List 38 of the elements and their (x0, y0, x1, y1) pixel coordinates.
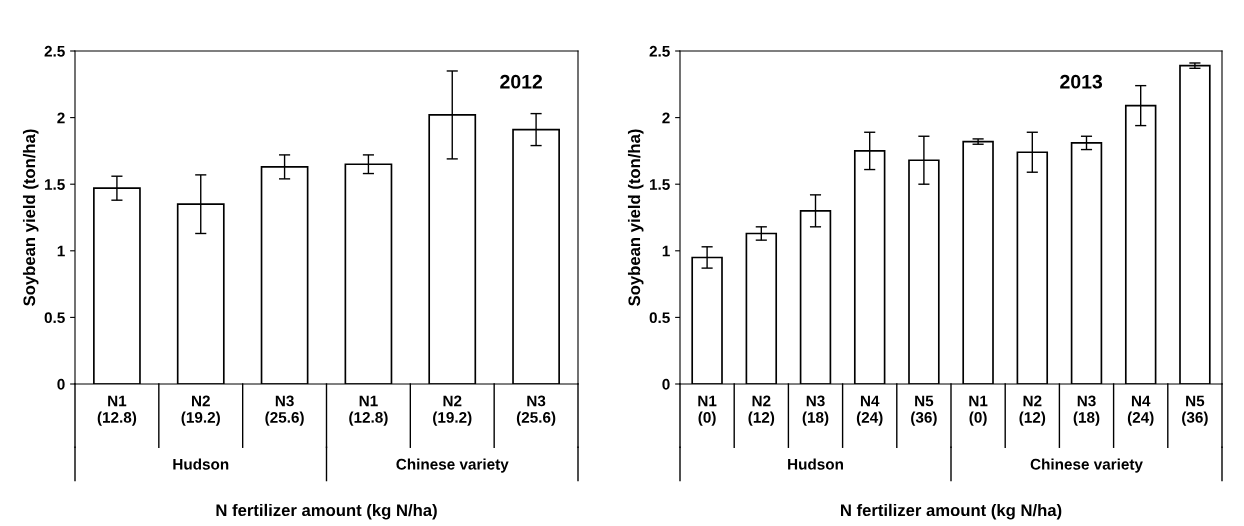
y-tick-label: 2.5 (44, 45, 65, 57)
y-tick-label: 1.5 (650, 179, 670, 190)
y-tick-label: 0 (57, 378, 65, 390)
y-tick-label: 2.5 (649, 45, 670, 57)
x-tick-label: N2 (19.2) (181, 395, 220, 426)
y-tick-label: 0.5 (44, 312, 65, 324)
y-tick-label: 2 (57, 112, 65, 124)
y-tick-label: 1 (57, 245, 65, 257)
y-tick-label: 1.5 (45, 179, 65, 190)
text: Chinese variety (1030, 458, 1143, 473)
x-tick-label: N2 (12) (1019, 395, 1046, 426)
text: Hudson (788, 458, 843, 470)
y-tick-label: 0 (662, 378, 670, 390)
y-tick-label: 2 (662, 112, 670, 124)
y-axis-title: Soybean yield (ton/ha) (627, 129, 644, 306)
x-tick-label: N1 (0) (969, 395, 988, 426)
y-tick-label: 0.5 (649, 312, 670, 324)
x-axis-title: N fertilizer amount (kg N/ha) (841, 503, 1062, 520)
x-tick-label: N3 (25.6) (516, 395, 556, 426)
y-axis-title: Soybean yield (ton/ha) (22, 129, 39, 306)
x-tick-label: N3 (25.6) (265, 395, 304, 426)
x-tick-label: N5 (36) (911, 395, 937, 426)
x-tick-label: N1 (12.8) (97, 395, 137, 426)
annotation: 2012 (500, 74, 543, 89)
x-tick-label: N5 (36) (1182, 395, 1208, 426)
y-tick-label: 1 (662, 245, 670, 257)
x-tick-label: N1 (0) (698, 395, 717, 426)
annotation: 2013 (1060, 74, 1103, 89)
x-tick-label: N4 (24) (1127, 395, 1154, 426)
x-tick-label: N1 (12.8) (349, 395, 388, 426)
x-tick-label: N2 (12) (748, 395, 775, 426)
x-tick-label: N3 (18) (802, 395, 829, 426)
x-tick-label: N2 (19.2) (433, 395, 472, 426)
x-axis-title: N fertilizer amount (kg N/ha) (216, 503, 437, 520)
text: Hudson (173, 458, 229, 470)
x-tick-label: N4 (24) (856, 395, 883, 426)
x-tick-label: N3 (18) (1073, 395, 1100, 426)
text: Chinese variety (396, 458, 509, 473)
